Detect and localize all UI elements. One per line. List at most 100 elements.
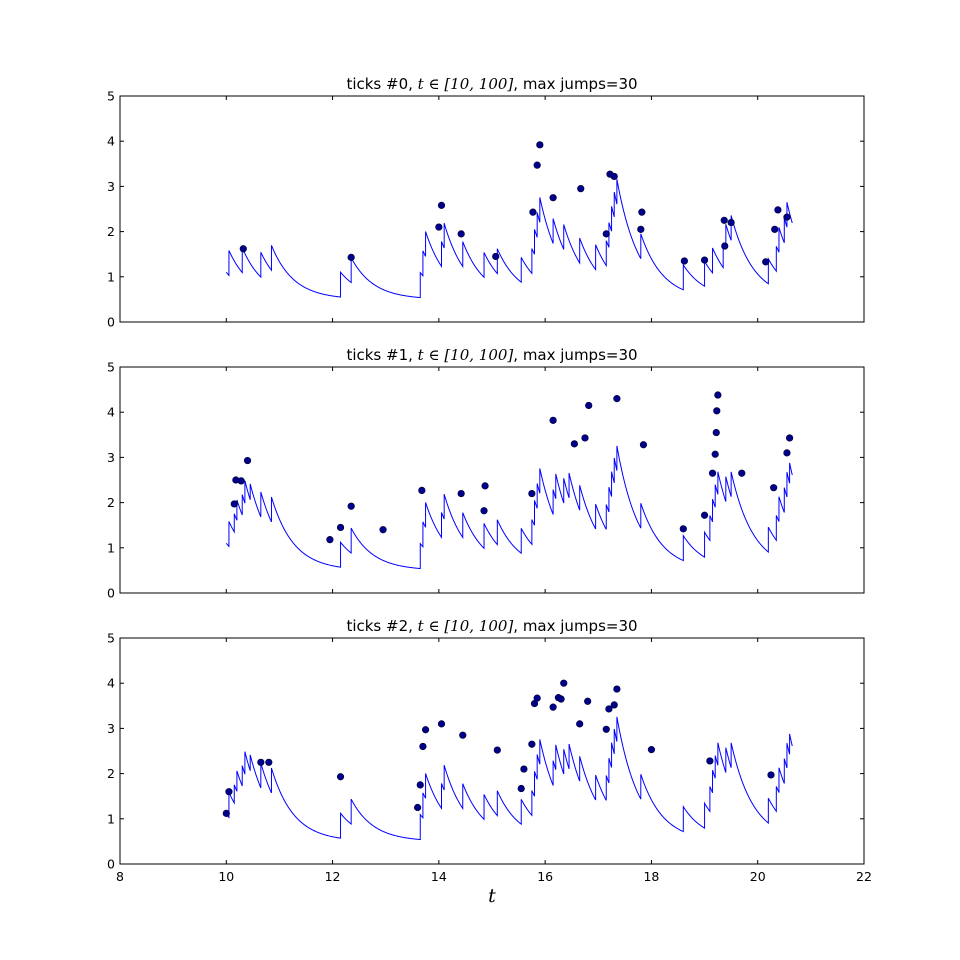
data-point-0-11 (602, 230, 610, 238)
data-point-2-7 (419, 742, 427, 751)
data-point-2-13 (520, 765, 528, 773)
data-point-0-15 (638, 208, 646, 216)
data-point-2-6 (416, 781, 424, 789)
data-point-0-7 (533, 161, 541, 169)
data-point-2-2 (257, 758, 265, 766)
data-point-2-11 (493, 746, 501, 754)
y-tick-label: 1 (107, 811, 115, 826)
data-point-2-19 (557, 695, 565, 703)
data-point-0-6 (529, 208, 537, 216)
data-point-2-21 (576, 720, 584, 728)
data-point-2-1 (225, 788, 233, 796)
data-point-0-16 (680, 257, 688, 265)
data-point-1-18 (639, 441, 648, 449)
data-point-1-14 (570, 440, 578, 448)
subplot-2-title: ticks #2, t ∈ [10, 100], max jumps=30 (346, 617, 637, 635)
data-point-1-3 (243, 456, 252, 465)
x-tick-label: 20 (750, 869, 766, 884)
data-point-1-11 (481, 482, 489, 490)
data-point-2-20 (560, 679, 568, 687)
data-point-0-0 (239, 245, 247, 253)
data-point-2-26 (613, 685, 621, 693)
data-point-1-27 (770, 484, 778, 492)
data-point-2-23 (602, 725, 610, 733)
data-point-1-13 (549, 416, 557, 424)
series-layer-1 (225, 391, 794, 570)
data-point-1-26 (738, 469, 746, 477)
plot-area-2 (119, 637, 865, 865)
data-point-1-12 (528, 489, 536, 498)
data-point-0-9 (549, 194, 557, 202)
x-tick-label: 12 (325, 869, 341, 884)
data-point-2-29 (767, 771, 775, 779)
series-line-0 (225, 179, 793, 299)
data-point-2-10 (459, 731, 467, 739)
y-tick-label: 4 (107, 405, 115, 420)
data-point-0-24 (783, 213, 791, 221)
data-point-1-4 (326, 536, 334, 544)
data-point-1-10 (480, 507, 488, 515)
subplot-1-title: ticks #1, t ∈ [10, 100], max jumps=30 (346, 346, 637, 364)
data-point-0-19 (721, 242, 729, 250)
x-tick-label: 22 (856, 869, 872, 884)
data-point-1-15 (581, 434, 589, 442)
subplot-0-title: ticks #0, t ∈ [10, 100], max jumps=30 (346, 75, 637, 93)
data-point-2-16 (533, 694, 541, 702)
data-point-1-21 (708, 469, 717, 477)
x-tick-label: 8 (116, 869, 124, 884)
data-point-1-8 (418, 486, 426, 495)
y-tick-label: 5 (107, 89, 115, 104)
data-point-2-17 (549, 703, 557, 711)
data-point-0-18 (720, 216, 728, 224)
x-tick-label: 18 (643, 869, 659, 884)
data-point-0-14 (637, 225, 645, 233)
data-point-1-7 (379, 526, 387, 534)
data-point-2-8 (421, 726, 430, 734)
x-axis-label: t (488, 885, 496, 907)
data-point-0-23 (774, 206, 782, 214)
data-point-1-5 (336, 523, 345, 532)
plot-area-1 (119, 366, 865, 594)
data-point-1-29 (785, 434, 794, 442)
y-tick-label: 4 (107, 676, 115, 691)
data-point-1-19 (679, 525, 687, 533)
data-point-0-10 (577, 185, 585, 193)
data-point-1-9 (457, 489, 465, 498)
y-tick-label: 4 (107, 134, 115, 149)
data-point-1-6 (347, 502, 355, 510)
subplot-2: ticks #2, t ∈ [10, 100], max jumps=30 0 1… (107, 617, 872, 884)
y-tick-label: 1 (107, 540, 115, 555)
plot-area-0 (119, 95, 865, 323)
x-tick-label: 14 (431, 869, 447, 884)
data-point-0-20 (727, 218, 735, 227)
data-point-2-14 (528, 740, 536, 748)
data-point-2-28 (706, 757, 714, 765)
data-point-1-23 (712, 428, 720, 437)
data-point-0-1 (347, 253, 355, 261)
y-tick-label: 2 (107, 495, 115, 510)
y-tick-label: 0 (107, 857, 115, 872)
data-point-2-4 (336, 773, 345, 781)
y-tick-label: 3 (107, 721, 115, 736)
data-point-1-25 (714, 391, 722, 399)
axis-layer-1: 0 1 2 3 4 5 (107, 360, 865, 601)
data-point-1-16 (585, 401, 593, 410)
y-tick-label: 2 (107, 766, 115, 781)
data-point-0-13 (610, 172, 618, 181)
data-point-1-28 (783, 449, 791, 457)
subplot-0: ticks #0, t ∈ [10, 100], max jumps=30 0 1… (107, 75, 865, 330)
y-tick-label: 1 (107, 269, 115, 284)
data-point-0-3 (437, 201, 446, 209)
y-tick-label: 3 (107, 179, 115, 194)
data-point-2-5 (414, 803, 422, 812)
y-tick-label: 0 (107, 586, 115, 601)
data-point-0-21 (762, 258, 770, 266)
data-point-2-12 (517, 784, 525, 793)
data-point-1-17 (613, 395, 621, 403)
data-point-2-22 (584, 697, 592, 705)
data-point-0-22 (771, 225, 779, 233)
data-point-0-4 (457, 230, 465, 238)
y-tick-label: 3 (107, 450, 115, 465)
